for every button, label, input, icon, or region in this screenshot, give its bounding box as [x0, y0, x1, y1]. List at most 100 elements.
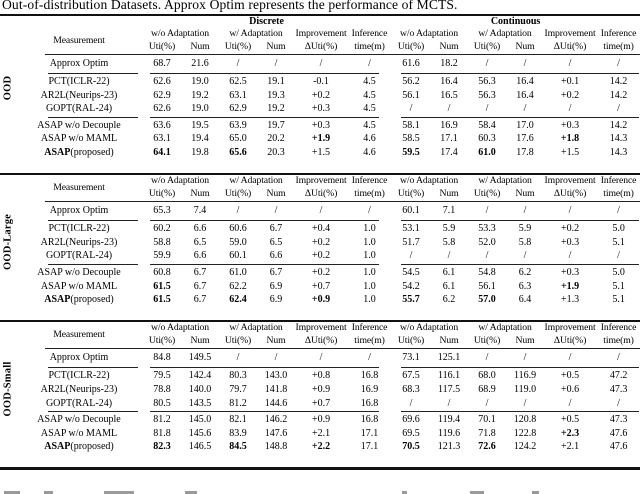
table-cell: 54.5: [402, 266, 420, 278]
mid-rule-segment: [48, 220, 138, 222]
table-cell: 143.5: [188, 397, 212, 409]
table-cell: 1.0: [363, 266, 376, 278]
results-table: OOD Discrete Continuous Measurement w/o Adap…: [0, 14, 640, 470]
table-row: PCT(ICLR-22) 79.5 142.4 80.3 143.0 +0.8 16.8 67…: [16, 369, 640, 383]
table-cell: 56.1: [478, 280, 496, 292]
mid-rule-segment: [401, 73, 640, 74]
table-cell: 17.6: [516, 133, 534, 145]
table-cell: +0.1: [560, 76, 580, 87]
table-cell: /: [617, 250, 620, 262]
table-cell: 60.3: [478, 133, 496, 145]
table-cell: 7.4: [193, 205, 207, 217]
column-header: w/o Adaptation: [399, 28, 459, 39]
section-label: OOD: [2, 76, 14, 101]
row-label-part: PCT(ICLR-22): [48, 223, 110, 235]
row-label: AR2L(Neurips-23): [16, 383, 142, 397]
table-cell: /: [319, 352, 323, 364]
table-cell: 63.1: [153, 133, 171, 145]
table-cell: 5.8: [518, 236, 532, 248]
table-cell: 73.1: [402, 352, 420, 364]
table-cell: /: [568, 352, 572, 364]
table-cell: 61.0: [229, 266, 247, 278]
table-cell: 81.8: [153, 427, 171, 439]
table-row: AR2L(Neurips-23) 58.8 6.5 59.0 6.5 +0.2 1.0 51.…: [16, 236, 640, 250]
table-cell: 16.8: [360, 370, 379, 382]
column-subheader: ΔUti(%): [304, 188, 338, 200]
header-rule-row: [16, 200, 640, 203]
table-cell: 6.6: [193, 250, 207, 262]
table-cell: +0.3: [560, 119, 580, 131]
section-ood: OOD Discrete Continuous Measurement w/o Adap…: [0, 16, 640, 173]
table-cell: 81.2: [229, 397, 247, 409]
table-cell: 142.4: [188, 370, 212, 382]
table-cell: 6.1: [442, 266, 456, 278]
column-subheader: Uti(%): [473, 41, 501, 52]
table-cell: 67.5: [402, 370, 420, 382]
table-cell: 6.9: [269, 294, 283, 306]
column-header: w/ Adaptation: [478, 322, 532, 334]
row-label: ASAP w/o Decouple: [16, 119, 142, 133]
table-cell: 62.9: [153, 89, 171, 101]
table-cell: +0.6: [560, 383, 580, 395]
group-header-discrete: Discrete: [249, 16, 284, 27]
table-cell: 82.3: [153, 441, 171, 453]
table-cell: 6.6: [269, 250, 283, 262]
table-cell: /: [236, 352, 240, 364]
table-cell: 84.8: [153, 352, 171, 364]
table-cell: /: [485, 103, 489, 115]
table-caption: Out-of-distribution Datasets. Approx Opt…: [2, 0, 458, 12]
table-row: ASAP w/o Decouple 81.2 145.0 82.1 146.2 +0.9 1…: [16, 413, 640, 427]
table-cell: +0.5: [560, 370, 580, 382]
row-label-part: AR2L(Neurips-23): [40, 383, 118, 395]
table-cell: 62.6: [153, 76, 171, 87]
table-cell: 145.0: [188, 414, 212, 426]
table-cell: /: [447, 397, 451, 409]
table-cell: 125.1: [437, 352, 461, 364]
row-label-part: AR2L(Neurips-23): [40, 89, 118, 101]
table-cell: +0.2: [560, 89, 580, 101]
table-cell: +0.3: [560, 266, 580, 278]
table-cell: 65.3: [153, 205, 171, 217]
table-cell: 56.2: [402, 76, 420, 87]
table-sections: OOD Discrete Continuous Measurement w/o Adap…: [0, 16, 640, 467]
column-header: Inference: [600, 175, 637, 187]
table-cell: 58.8: [153, 236, 171, 248]
table-cell: /: [617, 397, 620, 409]
table-cell: 5.1: [612, 294, 625, 306]
column-header-row-1: Measurement w/o Adaptation w/ Adaptation Im…: [16, 322, 640, 340]
table-cell: 47.6: [609, 427, 628, 439]
row-label: Approx Optim: [16, 203, 142, 219]
table-cell: 17.0: [516, 119, 534, 131]
table-cell: 6.7: [269, 223, 283, 235]
table-cell: 71.8: [478, 427, 496, 439]
mid-rule-segment: [150, 116, 380, 118]
table-cell: 17.1: [440, 133, 458, 145]
table-cell: 60.1: [229, 250, 247, 262]
table-cell: 6.7: [193, 280, 207, 292]
table-cell: 47.2: [609, 370, 628, 382]
table-cell: 14.3: [609, 133, 628, 145]
table-cell: 6.5: [193, 236, 207, 248]
table-cell: 144.6: [264, 397, 288, 409]
table-cell: 19.5: [191, 119, 209, 131]
mid-rule-row: [16, 72, 640, 75]
table-cell: 4.6: [363, 146, 376, 158]
table-cell: 19.0: [191, 76, 209, 87]
table-cell: +0.7: [311, 397, 331, 409]
group-header-spacer: [16, 16, 142, 28]
table-cell: 54.2: [402, 280, 420, 292]
table-cell: +0.7: [311, 280, 331, 292]
table-cell: +0.3: [311, 103, 331, 115]
table-cell: 4.5: [363, 119, 376, 131]
table-cell: 124.2: [513, 441, 537, 453]
table-row: Approx Optim 84.8 149.5 / / / / 73.1 125.1 / / / /: [16, 350, 640, 366]
table-cell: /: [409, 397, 413, 409]
column-subheader: Num: [439, 41, 459, 52]
table-cell: 6.3: [518, 280, 532, 292]
table-cell: +0.2: [311, 266, 331, 278]
header-rule: [45, 54, 640, 55]
mid-rule-row: [16, 263, 640, 266]
table-row: AR2L(Neurips-23) 62.9 19.2 63.1 19.3 +0.2 4.5 5…: [16, 89, 640, 103]
table-cell: +1.5: [560, 146, 580, 158]
table-cell: 149.5: [188, 352, 212, 364]
